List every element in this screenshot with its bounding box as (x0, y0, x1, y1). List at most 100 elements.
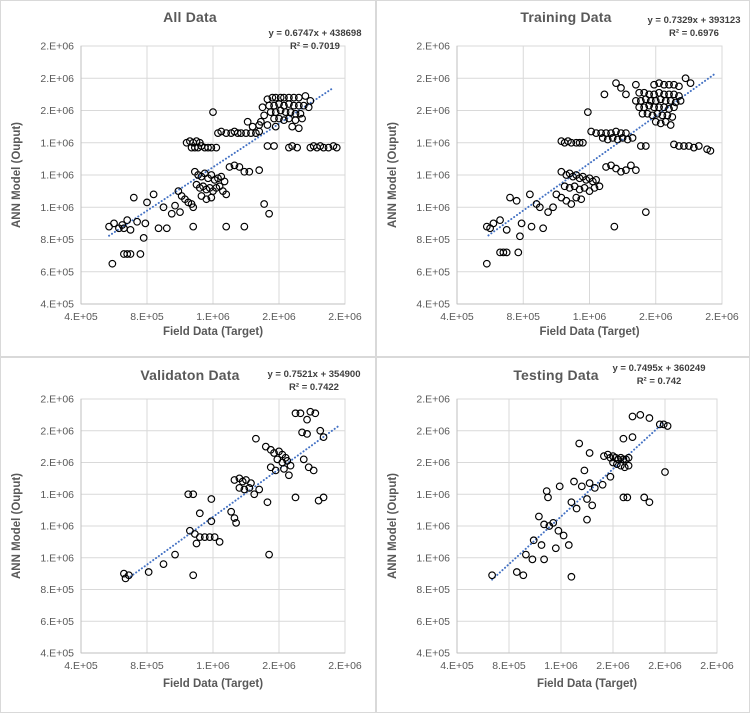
data-point-marker (167, 209, 176, 218)
data-point-marker (689, 143, 698, 152)
data-point-marker (242, 129, 250, 137)
y-tick-label: 1.E+06 (40, 170, 74, 182)
data-point-marker (184, 490, 193, 499)
data-point-marker (248, 122, 257, 131)
x-axis-title: Field Data (Target) (539, 326, 640, 338)
data-point-marker (227, 507, 236, 516)
data-point-marker (580, 466, 589, 475)
y-tick-label: 1.E+06 (416, 521, 450, 533)
data-point-marker (502, 248, 511, 257)
chart-title: Training Data (520, 9, 612, 25)
y-tick-label: 2.E+06 (416, 41, 450, 53)
data-point-marker (265, 209, 273, 218)
data-point-marker (643, 109, 652, 118)
x-tick-label: 1.E+06 (196, 660, 230, 672)
data-point-marker (623, 135, 632, 144)
data-point-marker (570, 477, 578, 486)
data-point-marker (319, 493, 328, 502)
data-point-marker (658, 111, 667, 120)
x-axis-title: Field Data (Target) (162, 326, 264, 338)
y-tick-label: 1.E+06 (40, 137, 74, 149)
x-tick-label: 8.E+05 (506, 311, 540, 323)
y-tick-label: 1.E+06 (416, 137, 450, 149)
chart-canvas-all-data: 4.E+05 8.E+05 1.E+06 2.E+06 2.E+06 2.E+06 2.E+… (40, 41, 362, 324)
data-point-marker (171, 201, 179, 210)
data-point-marker (554, 526, 563, 535)
data-point-marker (270, 449, 278, 457)
data-point-marker (268, 93, 277, 102)
data-point-marker (250, 490, 259, 499)
data-point-marker (247, 129, 255, 137)
data-point-marker (499, 248, 508, 257)
data-point-marker (516, 232, 524, 241)
data-point-marker (288, 142, 297, 150)
data-point-marker (293, 143, 302, 152)
data-point-marker (324, 143, 333, 152)
data-point-marker (263, 142, 272, 150)
data-point-marker (636, 142, 645, 150)
data-point-marker (528, 555, 537, 564)
y-tick-label: 1.E+06 (40, 489, 74, 501)
data-point-marker (650, 103, 658, 112)
y-tick-label: 8.E+05 (40, 234, 74, 246)
trendline (491, 420, 666, 581)
data-point-marker (207, 143, 216, 152)
y-tick-label: 6.E+05 (40, 266, 74, 278)
y-tick-label: 2.E+06 (40, 425, 74, 437)
data-point-marker (304, 103, 313, 112)
data-point-marker (542, 487, 551, 495)
data-point-marker (618, 134, 627, 142)
x-tick-label: 8.E+05 (492, 660, 526, 672)
data-point-marker (612, 79, 620, 87)
data-point-marker (123, 216, 132, 225)
data-point-marker (559, 531, 568, 540)
y-tick-label: 2.E+06 (40, 41, 74, 53)
data-point-marker (512, 568, 521, 576)
y-tick-label: 6.E+05 (416, 266, 450, 278)
data-point-marker (613, 460, 621, 468)
data-point-marker (660, 80, 668, 89)
panel-divider-horizontal (1, 356, 749, 358)
data-point-marker (217, 127, 226, 136)
data-point-marker (598, 480, 607, 489)
y-axis-title: ANN Model (Ouput) (387, 472, 399, 580)
data-point-marker (496, 216, 504, 225)
data-point-marker (540, 555, 548, 564)
data-point-marker (624, 461, 633, 470)
y-tick-label: 1.E+06 (416, 202, 450, 214)
data-point-marker (636, 411, 645, 419)
data-point-marker (123, 250, 132, 258)
data-point-marker (666, 96, 675, 105)
data-point-marker (176, 208, 184, 216)
data-point-marker (544, 208, 552, 216)
data-point-marker (288, 122, 297, 131)
data-point-marker (670, 80, 678, 89)
y-axis-title: ANN Model (Ouput) (11, 472, 23, 580)
data-point-marker (192, 539, 201, 548)
data-point-marker (141, 219, 150, 228)
data-point-marker (631, 166, 640, 175)
data-point-marker (666, 121, 675, 129)
data-point-marker (597, 129, 605, 137)
data-point-marker (209, 108, 217, 116)
data-point-marker (592, 175, 600, 184)
data-point-marker (202, 195, 211, 204)
data-point-marker (280, 464, 288, 473)
data-point-marker (613, 135, 622, 144)
data-point-marker (606, 472, 615, 481)
data-point-marker (195, 533, 204, 541)
data-point-marker (162, 224, 171, 233)
data-point-marker (289, 93, 298, 102)
data-point-marker (592, 129, 600, 137)
data-point-marker (200, 533, 209, 541)
data-point-marker (529, 536, 538, 545)
data-point-marker (319, 143, 328, 152)
data-point-marker (309, 466, 318, 475)
data-point-marker (575, 138, 584, 147)
data-point-marker (260, 200, 269, 208)
data-point-marker (266, 108, 275, 116)
data-point-marker (316, 426, 325, 435)
y-tick-label: 2.E+06 (40, 73, 74, 85)
data-point-marker (319, 433, 328, 441)
